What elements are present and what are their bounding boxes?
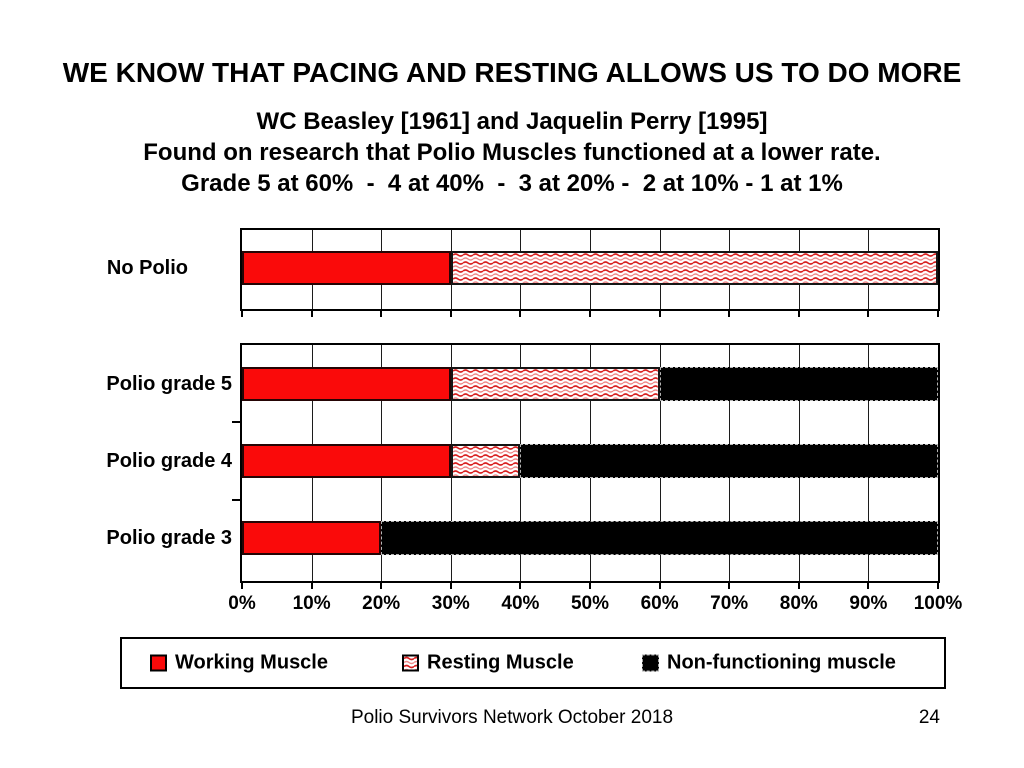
subtitle-line-1: WC Beasley [1961] and Jaquelin Perry [19… — [256, 108, 768, 135]
subtitle-line-3: Grade 5 at 60% - 4 at 40% - 3 at 20% - 2… — [181, 170, 843, 197]
x-axis-tick-label: 0% — [228, 593, 256, 614]
x-axis-labels: 0% 10% 20% 30% 40% 50% 60% 70% 80% 90% 100% — [228, 593, 962, 617]
page-number: 24 — [918, 707, 940, 728]
segment-non-functioning-muscle — [659, 366, 938, 401]
segment-resting-muscle — [450, 444, 521, 478]
category-label: No Polio — [106, 256, 188, 279]
x-axis-tick — [658, 311, 661, 317]
category-label: Polio grade 4 — [106, 450, 232, 472]
x-axis-tick — [589, 583, 591, 589]
subtitle-line-2: Found on research that Polio Muscles fun… — [143, 139, 881, 166]
segment-non-functioning-muscle — [381, 521, 938, 556]
legend-entry-nonfunctioning: Non-functioning muscle — [642, 652, 896, 675]
x-axis-tick — [241, 583, 243, 589]
segment-working-muscle — [242, 366, 451, 401]
segment-non-functioning-muscle — [520, 444, 938, 478]
footer-text: Polio Survivors Network October 2018 — [350, 707, 674, 728]
x-axis-tick — [658, 583, 661, 589]
segment-resting-muscle — [450, 250, 938, 285]
bar-polio-grade-3 — [242, 521, 938, 556]
no-polio-chart-plot: No Polio — [107, 228, 940, 317]
x-axis-tick — [937, 311, 939, 317]
segment-working-muscle — [242, 444, 451, 478]
x-axis-tick — [449, 583, 452, 589]
resting-muscle-swatch-icon — [402, 654, 419, 672]
x-axis-tick — [310, 311, 313, 317]
y-axis-tick — [232, 498, 240, 501]
legend-label: Working Muscle — [175, 651, 328, 674]
bar-polio-grade-4 — [242, 444, 938, 478]
y-axis-tick — [232, 421, 240, 424]
x-axis-tick — [728, 583, 731, 589]
x-axis-tick — [867, 583, 870, 589]
segment-resting-muscle — [450, 366, 660, 401]
segment-working-muscle — [242, 521, 382, 556]
x-axis-tick-label: 90% — [849, 593, 888, 614]
legend-entry-resting: Resting Muscle — [402, 652, 574, 675]
x-axis-tick-label: 20% — [362, 593, 401, 614]
x-axis-tick — [449, 311, 452, 317]
x-axis-tick-label: 100% — [913, 593, 963, 614]
x-axis-tick-label: 40% — [501, 593, 540, 614]
x-axis-tick — [380, 583, 383, 589]
x-axis-tick — [380, 311, 383, 317]
x-axis-tick — [241, 311, 243, 317]
legend-label: Non-functioning muscle — [667, 651, 896, 674]
subtitle-block: WC Beasley [1961] and Jaquelin Perry [19… — [0, 106, 1024, 199]
legend-label: Resting Muscle — [427, 651, 574, 674]
x-axis-tick-label: 80% — [779, 593, 818, 614]
x-axis-tick — [728, 311, 731, 317]
x-axis-tick — [797, 583, 800, 589]
x-axis-tick — [867, 311, 870, 317]
polio-grades-chart-plot: Polio grade 5 Polio grade 4 Polio grade 3 0… — [106, 343, 962, 614]
x-axis-tick-label: 10% — [292, 593, 331, 614]
x-axis-tick-label: 60% — [640, 593, 679, 614]
slide-title: WE KNOW THAT PACING AND RESTING ALLOWS U… — [62, 57, 962, 88]
non-functioning-muscle-swatch-icon — [642, 654, 659, 672]
category-label: Polio grade 5 — [106, 372, 232, 395]
x-axis-tick-label: 50% — [570, 593, 610, 614]
x-axis-tick-label: 70% — [710, 593, 749, 614]
x-axis-tick — [589, 311, 591, 317]
chart-legend: Working Muscle Resting Muscle Non-functi… — [120, 637, 946, 689]
category-label: Polio grade 3 — [106, 527, 232, 550]
x-axis-tick — [797, 311, 800, 317]
x-axis-tick — [519, 311, 522, 317]
x-axis-tick — [937, 583, 939, 589]
x-axis-tick-label: 30% — [431, 593, 470, 614]
bar-no-polio — [242, 250, 938, 285]
segment-working-muscle — [242, 250, 451, 285]
working-muscle-swatch-icon — [150, 654, 167, 672]
x-axis-tick — [310, 583, 313, 589]
x-axis-tick — [519, 583, 522, 589]
legend-entry-working: Working Muscle — [150, 652, 328, 675]
bar-polio-grade-5 — [242, 366, 938, 401]
